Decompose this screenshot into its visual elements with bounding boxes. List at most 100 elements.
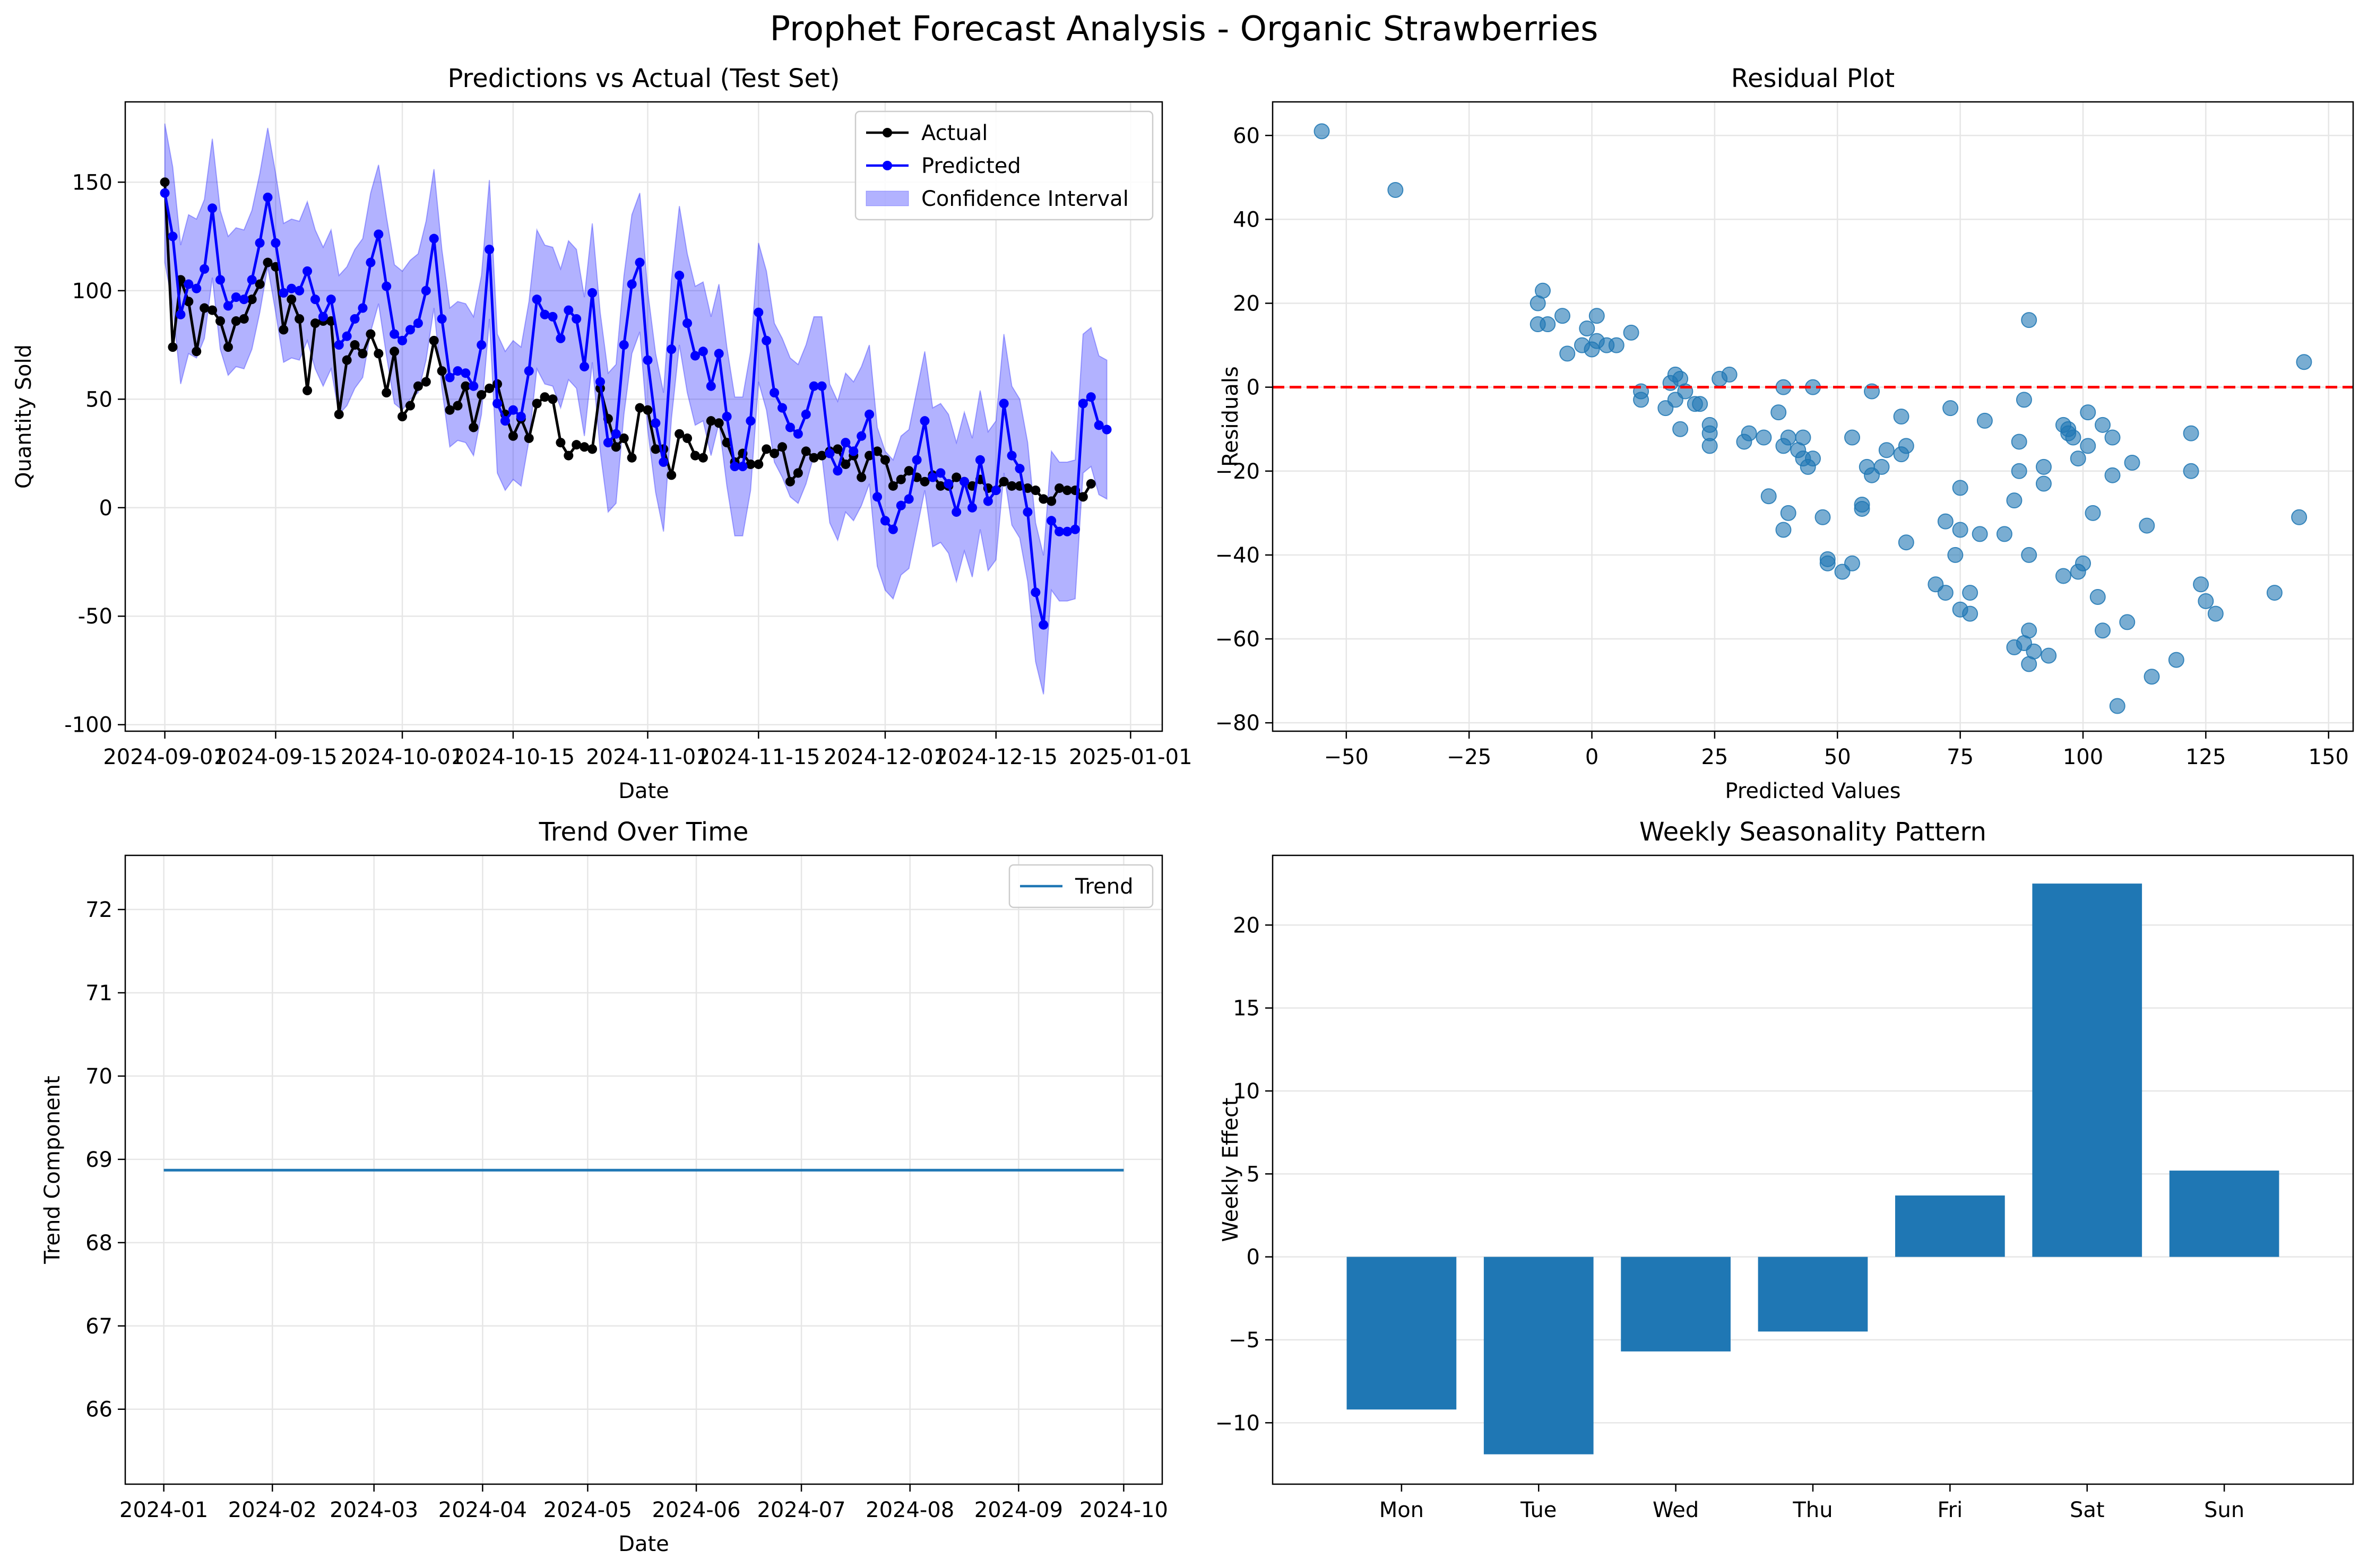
data-point — [1031, 486, 1041, 496]
x-tick-label: 2024-04 — [438, 1498, 527, 1522]
scatter-point — [1313, 123, 1330, 140]
data-point — [271, 238, 281, 248]
data-point — [390, 329, 400, 339]
y-tick-label: 66 — [85, 1398, 113, 1422]
scatter-point — [1898, 534, 1914, 551]
data-point — [975, 455, 985, 465]
x-tick-label: Mon — [1379, 1498, 1424, 1522]
y-tick-label: 10 — [1233, 1079, 1260, 1104]
data-point — [1015, 464, 1025, 474]
bar-wed — [1621, 1257, 1731, 1352]
data-point — [754, 459, 764, 469]
data-point — [382, 281, 392, 291]
data-point — [477, 390, 487, 400]
data-point — [215, 275, 225, 285]
data-point — [777, 442, 788, 452]
data-point — [698, 346, 708, 357]
y-tick-label: 20 — [1233, 292, 1260, 316]
data-point — [762, 444, 772, 454]
data-point — [1102, 425, 1112, 435]
y-tick-label: 20 — [1233, 913, 1260, 938]
data-point — [461, 368, 471, 378]
data-point — [176, 309, 186, 319]
data-point — [849, 446, 859, 456]
scatter-point — [2109, 698, 2125, 714]
data-point — [318, 311, 328, 322]
data-point — [936, 468, 946, 478]
legend-box — [1008, 864, 1154, 908]
scatter-point — [2183, 463, 2199, 479]
data-point — [1062, 526, 1073, 536]
data-point — [192, 283, 202, 293]
data-point — [231, 292, 241, 302]
data-point — [651, 444, 661, 454]
y-tick-label: 69 — [85, 1148, 113, 1172]
data-point — [247, 275, 257, 285]
scatter-point — [1540, 316, 1556, 333]
y-tick-label: 60 — [1233, 124, 1260, 148]
scatter-point — [2207, 605, 2224, 622]
x-tick-label: 2024-01 — [119, 1498, 208, 1522]
plot-layer — [1346, 883, 2279, 1454]
scatter-point — [1554, 308, 1571, 324]
chart-title: Predictions vs Actual (Test Set) — [447, 64, 840, 93]
data-point — [287, 294, 297, 305]
data-point — [208, 305, 218, 315]
data-point — [445, 405, 455, 415]
y-tick-label: 0 — [1247, 376, 1260, 400]
data-point — [548, 311, 558, 322]
data-point — [263, 192, 273, 202]
data-point — [1031, 587, 1041, 597]
scatter-point — [1893, 409, 1909, 425]
scatter-point — [1819, 555, 1836, 571]
figure-title: Prophet Forecast Analysis - Organic Stra… — [770, 10, 1598, 49]
data-point — [920, 477, 930, 487]
y-tick-label: 70 — [85, 1064, 113, 1089]
x-tick-label: Sun — [2204, 1498, 2244, 1522]
data-point — [817, 451, 827, 461]
data-point — [160, 177, 170, 187]
scatter-point — [1814, 509, 1831, 525]
scatter-point — [2070, 451, 2086, 467]
data-point — [263, 257, 273, 267]
data-point — [1086, 392, 1096, 402]
scatter-point — [1633, 392, 1649, 408]
scatter-point — [1805, 451, 1821, 467]
data-point — [437, 314, 447, 324]
data-point — [358, 349, 368, 359]
chart-title: Residual Plot — [1731, 64, 1895, 93]
scatter-point — [1898, 438, 1914, 454]
data-point — [516, 412, 526, 421]
data-point — [358, 303, 368, 313]
data-point — [374, 229, 384, 239]
data-point — [730, 462, 740, 472]
scatter-point — [2124, 454, 2140, 471]
x-tick-label: 2024-07 — [757, 1498, 845, 1522]
scatter-point — [1962, 585, 1978, 601]
data-point — [1039, 494, 1049, 504]
data-point — [524, 433, 534, 443]
scatter-point — [2266, 585, 2283, 601]
data-point — [825, 448, 835, 458]
scatter-point — [1579, 320, 1595, 336]
data-point — [833, 444, 843, 454]
data-point — [722, 438, 732, 448]
axes-frame — [1272, 854, 2354, 1485]
data-point — [698, 453, 708, 463]
axes-frame — [1272, 101, 2354, 732]
scatter-point — [1942, 400, 1959, 417]
data-point — [920, 416, 930, 426]
y-tick-label: 0 — [99, 496, 113, 521]
legend-label: Actual — [921, 121, 988, 145]
y-tick-label: -100 — [64, 713, 113, 738]
y-tick-label: 0 — [1247, 1245, 1260, 1270]
data-point — [1062, 486, 1073, 496]
data-point — [326, 294, 336, 305]
data-point — [405, 325, 415, 335]
data-point — [208, 203, 218, 213]
scatter-point — [2026, 643, 2042, 660]
scatter-point — [1976, 412, 1993, 429]
scatter-point — [1770, 404, 1787, 421]
data-point — [342, 355, 352, 365]
x-tick-label: 2024-10 — [1079, 1498, 1168, 1522]
